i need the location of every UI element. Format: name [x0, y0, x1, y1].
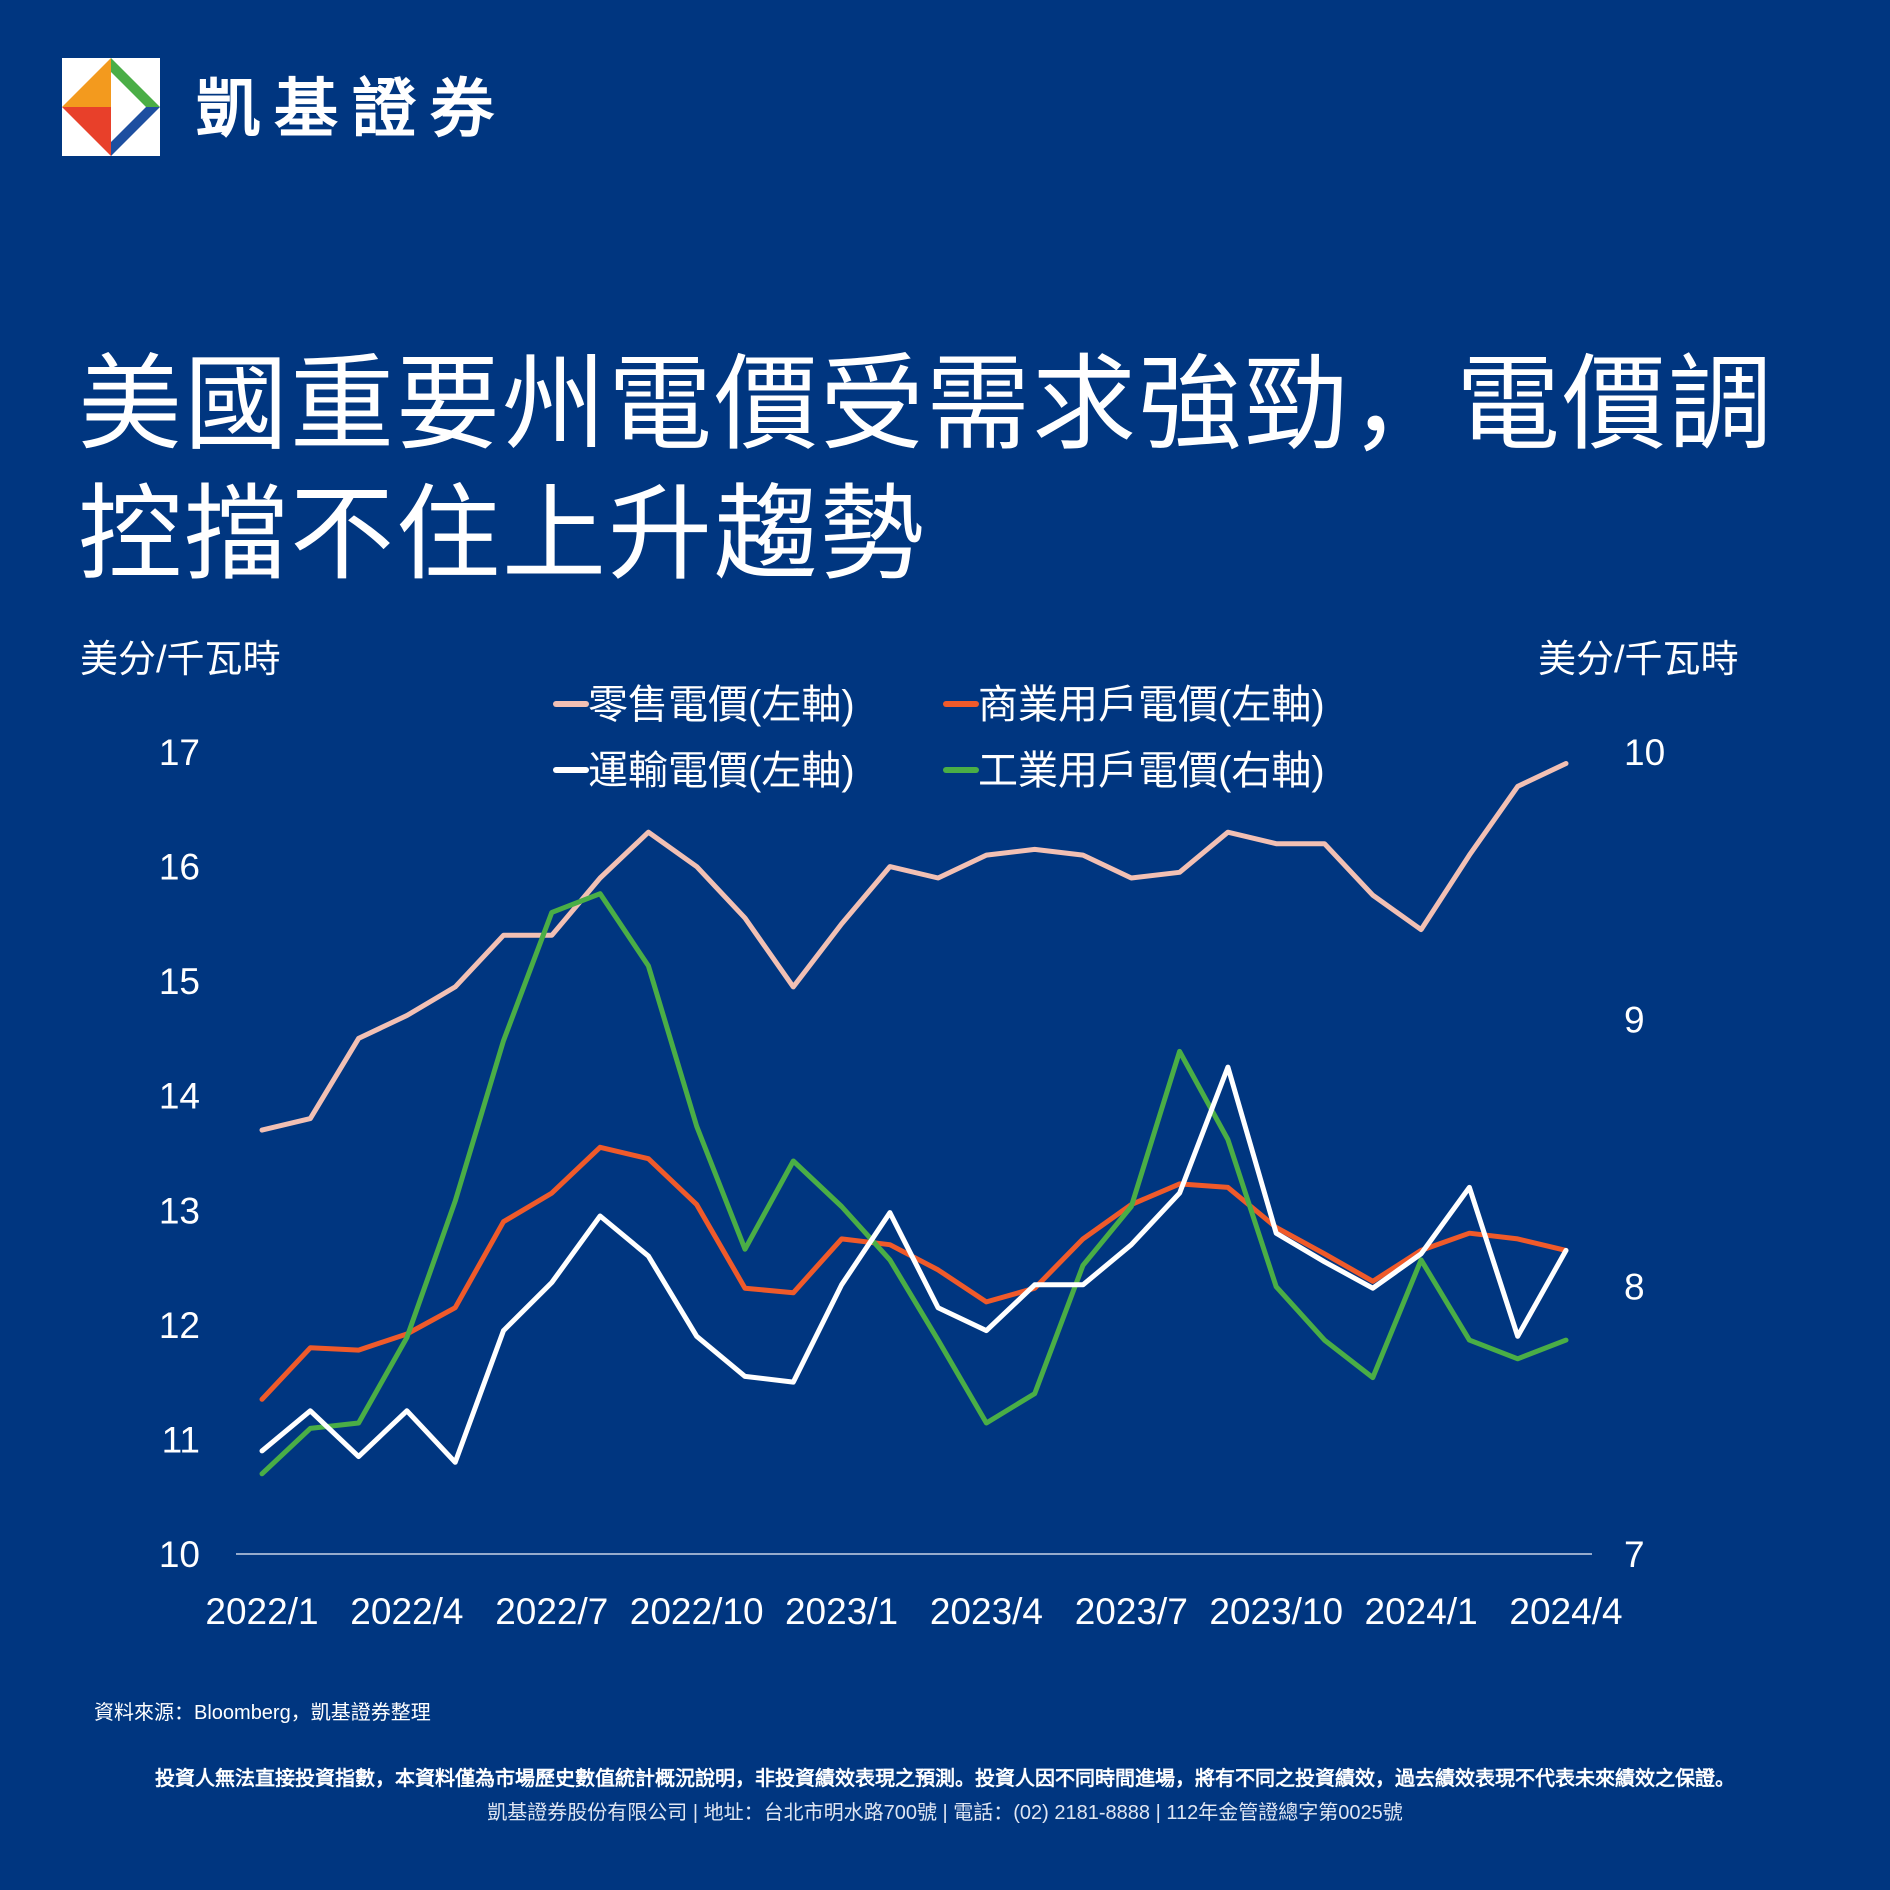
series-line-3: [259, 891, 1569, 1477]
legend-label-3: 工業用戶電價(右軸): [978, 749, 1325, 793]
brand-name: 凱基證券: [196, 73, 508, 145]
x-tick-label: 2022/1: [205, 1591, 318, 1632]
x-tick-label: 2023/10: [1209, 1591, 1343, 1632]
x-tick-label: 2022/4: [350, 1591, 463, 1632]
right-tick-label: 10: [1624, 732, 1665, 773]
x-tick-label: 2023/4: [930, 1591, 1043, 1632]
x-tick-label: 2022/10: [630, 1591, 764, 1632]
right-tick-label: 8: [1624, 1267, 1645, 1308]
left-tick-label: 10: [159, 1534, 200, 1575]
left-tick-label: 14: [159, 1076, 200, 1117]
page-title: 美國重要州電價受需求強勁，電價調控擋不住上升趨勢: [78, 347, 1775, 593]
right-tick-label: 7: [1624, 1534, 1645, 1575]
x-tick-label: 2023/7: [1075, 1591, 1188, 1632]
right-axis-unit: 美分/千瓦時: [1538, 639, 1739, 681]
left-tick-label: 16: [159, 847, 200, 888]
source-note: 資料來源：Bloomberg，凱基證券整理: [94, 1702, 431, 1724]
left-tick-label: 12: [159, 1305, 200, 1346]
left-axis-unit: 美分/千瓦時: [80, 639, 281, 681]
left-tick-label: 13: [159, 1190, 200, 1231]
legend-label-0: 零售電價(左軸): [588, 683, 855, 727]
disclaimer: 投資人無法直接投資指數，本資料僅為市場歷史數值統計概況說明，非投資績效表現之預測…: [155, 1768, 1735, 1790]
series-line-0: [259, 761, 1569, 1133]
left-tick-label: 11: [162, 1419, 200, 1460]
x-tick-label: 2024/1: [1365, 1591, 1478, 1632]
left-tick-label: 17: [159, 732, 200, 773]
x-tick-label: 2024/4: [1509, 1591, 1622, 1632]
electricity-price-chart: 17 16 15 14 13 12 11 10 10 9 8 7 2022/1 2022/4 2022/…: [159, 683, 1665, 1632]
x-tick-label: 2022/7: [495, 1591, 608, 1632]
legend-label-2: 運輸電價(左軸): [588, 749, 855, 793]
series-line-2: [259, 1064, 1569, 1465]
left-tick-label: 15: [159, 961, 200, 1002]
legend-label-1: 商業用戶電價(左軸): [978, 683, 1325, 727]
kgi-logo-icon: [62, 58, 160, 156]
right-tick-label: 9: [1624, 999, 1645, 1040]
x-tick-label: 2023/1: [785, 1591, 898, 1632]
company-info: 凱基證券股份有限公司 | 地址：台北市明水路700號 | 電話：(02) 218…: [487, 1802, 1403, 1824]
